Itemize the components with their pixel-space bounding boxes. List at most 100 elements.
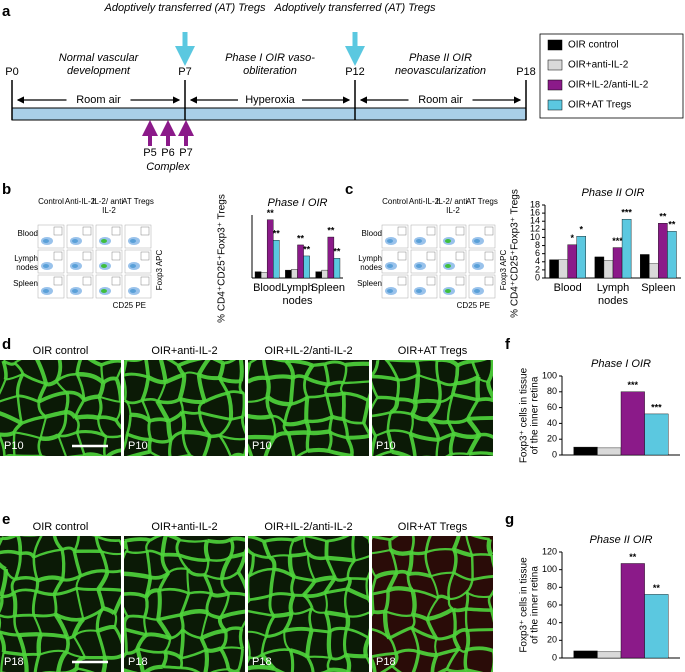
vessel — [248, 656, 251, 664]
vessel — [486, 381, 493, 401]
vessel — [118, 540, 121, 547]
flow-column-label: Control — [382, 197, 408, 206]
bar — [620, 563, 645, 659]
vessel — [13, 361, 25, 375]
vessel — [389, 549, 399, 573]
flow-population — [474, 289, 480, 293]
flow-gate — [426, 226, 436, 236]
vessel — [179, 614, 185, 630]
vessel — [288, 539, 296, 556]
bar — [576, 236, 587, 279]
vessel — [248, 653, 263, 660]
vessel — [382, 611, 392, 640]
vessel — [445, 452, 453, 456]
vessel — [202, 435, 212, 456]
vessel — [395, 379, 400, 400]
vessel — [242, 446, 245, 456]
bar — [594, 256, 605, 279]
y-tick-label: 0 — [552, 449, 557, 459]
bar — [573, 446, 598, 456]
vessel — [140, 376, 151, 402]
vessel — [202, 458, 231, 461]
vessel — [384, 360, 400, 381]
vessel — [452, 548, 458, 574]
flow-row-label: Spleen — [13, 279, 38, 288]
flow-gate — [484, 251, 494, 261]
vessel — [260, 635, 268, 655]
significance-label: ** — [327, 225, 335, 235]
flow-row-label: Lymph nodes — [358, 254, 382, 273]
panel-label: f — [505, 336, 511, 353]
vessel — [471, 361, 480, 378]
vessel — [472, 360, 488, 364]
vessel — [217, 377, 230, 394]
vessel — [288, 594, 296, 615]
vessel — [343, 653, 352, 672]
vessel — [96, 588, 106, 609]
legend-label: OIR+AT Tregs — [568, 100, 631, 111]
panel-label: d — [2, 336, 11, 353]
vessel — [155, 400, 171, 423]
flow-column-label: Anti-IL-2 — [64, 197, 96, 206]
vessel — [124, 375, 127, 401]
vessel — [307, 553, 317, 582]
y-tick-label: 20 — [547, 635, 557, 645]
vessel — [327, 449, 352, 456]
vessel — [177, 453, 191, 456]
flow-gate — [397, 226, 407, 236]
vessel — [125, 360, 144, 363]
vessel — [204, 391, 229, 403]
vessel — [34, 580, 40, 593]
vessel — [103, 436, 108, 456]
vessel — [220, 646, 243, 650]
image-day: P18 — [252, 656, 272, 668]
bar — [567, 244, 577, 279]
bar — [640, 254, 650, 279]
y-axis-label: of the inner retina — [530, 566, 541, 644]
significance-label: ** — [297, 233, 305, 243]
vessel — [324, 383, 330, 396]
flow-population — [387, 289, 393, 293]
vessel — [283, 403, 293, 424]
vessel — [0, 536, 19, 541]
x-tick-label: Blood — [253, 282, 282, 294]
vessel — [345, 436, 354, 456]
flow-x-axis: CD25 PE — [113, 301, 146, 310]
vessel — [143, 596, 149, 618]
vessel — [220, 578, 230, 595]
vessel — [248, 413, 273, 420]
vessel — [97, 415, 117, 422]
legend-swatch — [547, 79, 563, 91]
vessel — [425, 618, 439, 640]
vessel — [124, 615, 129, 630]
vessel — [463, 649, 469, 672]
vessel — [407, 571, 432, 579]
vessel — [326, 657, 332, 671]
vessel — [237, 648, 244, 671]
significance-label: ** — [668, 220, 676, 230]
image-day: P10 — [376, 440, 396, 452]
vessel — [328, 380, 345, 387]
vessel — [386, 411, 393, 432]
vessel — [248, 609, 275, 618]
vessel — [183, 371, 200, 376]
vessel — [0, 434, 6, 456]
vessel — [0, 411, 23, 426]
vessel — [490, 554, 493, 569]
bar — [254, 271, 262, 279]
vessel — [102, 376, 118, 385]
vessel — [320, 668, 330, 672]
vessel — [126, 449, 151, 456]
vessel — [372, 576, 378, 595]
condition-label: Hyperoxia — [245, 94, 295, 106]
vessel — [410, 412, 429, 422]
vessel — [236, 553, 245, 573]
vessel — [124, 360, 128, 377]
vessel — [414, 360, 421, 376]
vessel — [467, 628, 493, 632]
vessel — [497, 440, 499, 455]
vessel — [161, 650, 168, 668]
vessel — [262, 541, 272, 559]
vessel — [395, 648, 420, 655]
vessel — [114, 378, 121, 403]
